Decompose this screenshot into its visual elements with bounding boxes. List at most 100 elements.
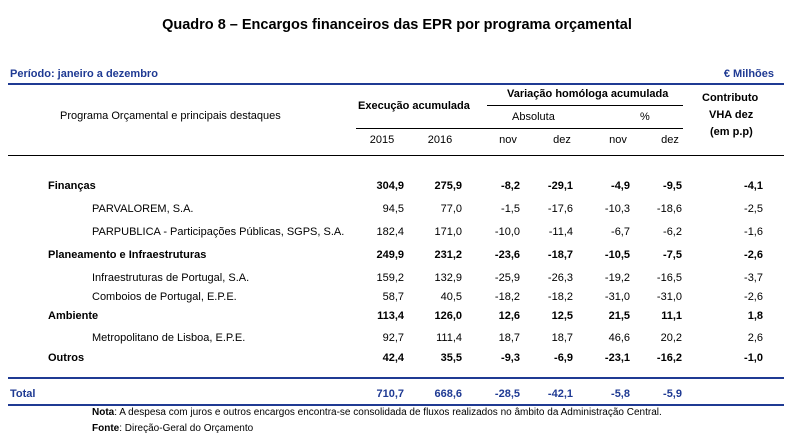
cell-contrib: -2,5 (744, 203, 763, 215)
cell-pct-dez: -6,2 (663, 226, 682, 238)
cell-2015: 249,9 (376, 249, 404, 261)
note-text: : A despesa com juros e outros encargos … (114, 407, 662, 418)
header-abs-nov: nov (499, 134, 517, 146)
cell-2016: 35,5 (440, 352, 462, 364)
header-2016: 2016 (427, 134, 453, 146)
cell-pct-dez: 11,1 (661, 310, 682, 322)
header-percent: % (640, 111, 650, 123)
total-2016: 668,6 (434, 388, 462, 400)
header-pct-dez: dez (661, 134, 679, 146)
cell-2016: 171,0 (434, 226, 462, 238)
cell-abs-nov: -9,3 (501, 352, 520, 364)
row-name: Finanças (48, 180, 96, 192)
cell-abs-dez: -18,7 (547, 249, 573, 261)
row-name: Planeamento e Infraestruturas (48, 249, 207, 261)
cell-contrib: -2,6 (744, 291, 763, 303)
cell-2016: 231,2 (434, 249, 462, 261)
header-top-rule (8, 83, 784, 85)
cell-contrib: -3,7 (744, 272, 763, 284)
table-row: Outros 42,4 35,5 -9,3 -6,9 -23,1 -16,2 -… (0, 352, 794, 370)
note-line: Nota: A despesa com juros e outros encar… (92, 407, 662, 418)
total-pct-dez: -5,9 (663, 388, 682, 400)
table-row: PARPUBLICA - Participações Públicas, SGP… (0, 226, 794, 244)
total-2015: 710,7 (376, 388, 404, 400)
cell-2015: 58,7 (382, 291, 404, 303)
cell-abs-nov: -25,9 (494, 272, 520, 284)
cell-pct-nov: -10,5 (604, 249, 630, 261)
row-name: Infraestruturas de Portugal, S.A. (92, 272, 250, 284)
header-variation: Variação homóloga acumulada (507, 88, 669, 100)
cell-abs-dez: 12,5 (551, 310, 573, 322)
cell-abs-nov: -1,5 (501, 203, 520, 215)
year-top-rule (356, 128, 683, 129)
total-abs-dez: -42,1 (547, 388, 573, 400)
note-label: Nota (92, 407, 115, 418)
table-row: Ambiente 113,4 126,0 12,6 12,5 21,5 11,1… (0, 310, 794, 328)
cell-abs-nov: 18,7 (498, 332, 520, 344)
cell-abs-dez: -17,6 (547, 203, 573, 215)
cell-abs-nov: -23,6 (494, 249, 520, 261)
table-row: PARVALOREM, S.A. 94,5 77,0 -1,5 -17,6 -1… (0, 203, 794, 221)
cell-2015: 304,9 (376, 180, 404, 192)
total-pct-nov: -5,8 (611, 388, 630, 400)
cell-pct-nov: -19,2 (604, 272, 630, 284)
cell-abs-nov: -8,2 (501, 180, 520, 192)
header-program: Programa Orçamental e principais destaqu… (60, 110, 281, 122)
cell-abs-dez: -11,4 (548, 226, 573, 238)
cell-contrib: -1,6 (744, 226, 763, 238)
cell-contrib: -1,0 (744, 352, 763, 364)
row-name: Outros (48, 352, 85, 364)
header-pct-nov: nov (609, 134, 627, 146)
cell-pct-nov: 21,5 (608, 310, 630, 322)
table-row: Finanças 304,9 275,9 -8,2 -29,1 -4,9 -9,… (0, 180, 794, 198)
row-name: PARPUBLICA - Participações Públicas, SGP… (92, 226, 345, 238)
cell-contrib: -4,1 (744, 180, 763, 192)
cell-2016: 126,0 (434, 310, 462, 322)
table-row: Comboios de Portugal, E.P.E. 58,7 40,5 -… (0, 291, 794, 309)
cell-abs-dez: 18,7 (551, 332, 573, 344)
row-name: Ambiente (48, 310, 99, 322)
cell-abs-nov: -18,2 (494, 291, 520, 303)
header-contrib-2: VHA dez (709, 109, 754, 121)
cell-abs-dez: -26,3 (547, 272, 573, 284)
header-contrib-3: (em p.p) (710, 126, 753, 138)
header-contrib-1: Contributo (702, 92, 759, 104)
cell-2016: 132,9 (434, 272, 462, 284)
period-label: Período: janeiro a dezembro (10, 68, 158, 80)
table-row: Planeamento e Infraestruturas 249,9 231,… (0, 249, 794, 267)
source-line: Fonte: Direção-Geral do Orçamento (92, 423, 253, 434)
row-name: Metropolitano de Lisboa, E.P.E. (92, 332, 246, 344)
total-abs-nov: -28,5 (494, 388, 520, 400)
table-title: Quadro 8 – Encargos financeiros das EPR … (162, 17, 632, 33)
source-text: : Direção-Geral do Orçamento (119, 423, 254, 434)
cell-abs-dez: -6,9 (554, 352, 573, 364)
header-abs-dez: dez (553, 134, 571, 146)
cell-abs-nov: 12,6 (498, 310, 520, 322)
cell-pct-nov: 46,6 (608, 332, 630, 344)
total-top-rule (8, 377, 784, 379)
cell-contrib: -2,6 (744, 249, 763, 261)
cell-pct-dez: -16,2 (656, 352, 682, 364)
cell-2016: 275,9 (434, 180, 462, 192)
cell-abs-dez: -18,2 (547, 291, 573, 303)
cell-2016: 111,4 (436, 332, 462, 344)
row-name: Comboios de Portugal, E.P.E. (92, 291, 237, 303)
cell-pct-nov: -6,7 (611, 226, 630, 238)
cell-pct-dez: 20,2 (660, 332, 682, 344)
table-row: Metropolitano de Lisboa, E.P.E. 92,7 111… (0, 332, 794, 350)
cell-abs-nov: -10,0 (494, 226, 520, 238)
cell-abs-dez: -29,1 (547, 180, 573, 192)
total-label: Total (10, 388, 36, 400)
cell-pct-nov: -4,9 (611, 180, 630, 192)
header-2015: 2015 (369, 134, 395, 146)
row-name: PARVALOREM, S.A. (92, 203, 194, 215)
cell-pct-dez: -18,6 (656, 203, 682, 215)
total-row: Total 710,7 668,6 -28,5 -42,1 -5,8 -5,9 (0, 388, 794, 406)
cell-2016: 40,5 (440, 291, 462, 303)
cell-2015: 92,7 (382, 332, 404, 344)
table-row: Infraestruturas de Portugal, S.A. 159,2 … (0, 272, 794, 290)
variation-rule (487, 105, 683, 106)
cell-2015: 42,4 (382, 352, 404, 364)
cell-2015: 94,5 (382, 203, 404, 215)
cell-pct-dez: -16,5 (656, 272, 682, 284)
